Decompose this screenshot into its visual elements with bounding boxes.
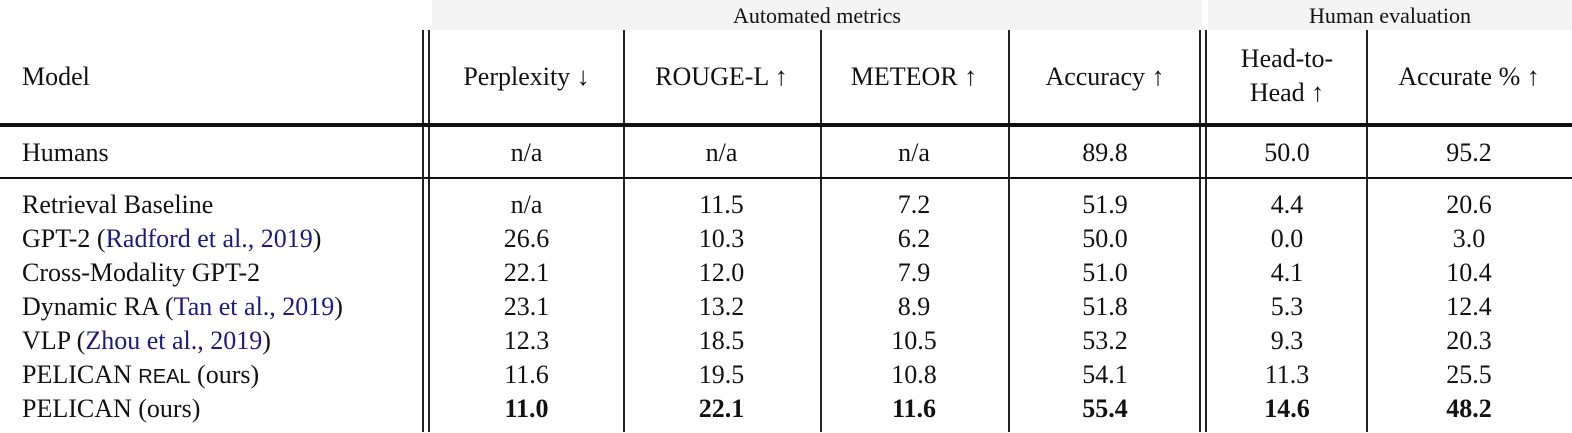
cell-value: 89.8 (1082, 138, 1128, 167)
model-variant: REAL (138, 366, 191, 388)
cell-value: 7.9 (897, 258, 931, 287)
model-name: PELICAN (22, 360, 139, 389)
column-divider (1205, 30, 1207, 432)
cell-value: 19.5 (698, 360, 745, 389)
cell-value: 10.4 (1446, 258, 1492, 287)
column-divider (1366, 30, 1368, 432)
cell-value: 11.5 (699, 190, 744, 219)
cell-value: 18.5 (698, 326, 745, 355)
citation-link[interactable]: Tan et al., 2019 (173, 292, 335, 321)
cell-value: 4.4 (1270, 190, 1304, 219)
row-model-name: PELICAN (ours) (22, 394, 200, 424)
model-name: Cross-Modality GPT-2 (22, 258, 261, 287)
cell-value: 13.2 (698, 292, 745, 321)
model-name: VLP ( (22, 326, 86, 355)
column-divider (422, 30, 424, 432)
cell-value: 11.6 (891, 394, 937, 423)
cell-value: 20.3 (1446, 326, 1492, 355)
cell-value: 55.4 (1082, 394, 1128, 423)
cell-value: 8.9 (897, 292, 931, 321)
header-meteor: METEOR ↑ (850, 62, 978, 91)
row-model-name: VLP (Zhou et al., 2019) (22, 326, 271, 356)
header-rule (0, 123, 1572, 127)
row-model-name: Retrieval Baseline (22, 190, 213, 220)
cell-value: 22.1 (698, 394, 745, 423)
citation-link[interactable]: Radford et al., 2019 (105, 224, 313, 253)
cell-value: 11.3 (1264, 360, 1310, 389)
cell-value: 14.6 (1264, 394, 1310, 423)
cell-value: 51.9 (1082, 190, 1128, 219)
group-automated-metrics: Automated metrics (732, 3, 901, 28)
cell-value: 3.0 (1452, 224, 1486, 253)
header-perplexity: Perplexity ↓ (463, 62, 590, 91)
header-accurate: Accurate % ↑ (1398, 62, 1540, 91)
cell-value: 48.2 (1446, 394, 1492, 423)
column-divider (1008, 30, 1010, 432)
row-model-name: PELICAN REAL (ours) (22, 360, 259, 392)
cell-value: 26.6 (503, 224, 550, 253)
cell-value: 25.5 (1446, 360, 1492, 389)
model-name: Retrieval Baseline (22, 190, 214, 219)
model-name: Dynamic RA ( (22, 292, 174, 321)
cell-value: 9.3 (1270, 326, 1304, 355)
header-model: Model (22, 62, 90, 91)
cell-value: 11.0 (504, 394, 549, 423)
cell-value: 4.1 (1270, 258, 1304, 287)
cell-value: 22.1 (503, 258, 550, 287)
model-suffix: ) (334, 292, 343, 321)
header-accuracy: Accuracy ↑ (1045, 62, 1165, 91)
automated-group-band (432, 0, 1202, 30)
cell-value: 20.6 (1446, 190, 1492, 219)
cell-value: 51.0 (1082, 258, 1128, 287)
cell-value: 51.8 (1082, 292, 1128, 321)
cell-value: 7.2 (897, 190, 931, 219)
cell-value: 50.0 (1082, 224, 1128, 253)
cell-value: n/a (898, 138, 930, 167)
column-divider (820, 30, 822, 432)
column-divider (428, 30, 430, 432)
row-model-name: Dynamic RA (Tan et al., 2019) (22, 292, 343, 322)
citation-link[interactable]: Zhou et al., 2019 (85, 326, 263, 355)
row-humans-model: Humans (22, 138, 109, 167)
cell-value: 12.0 (698, 258, 745, 287)
cell-value: 12.3 (503, 326, 550, 355)
cell-value: 10.3 (698, 224, 745, 253)
cell-value: 53.2 (1082, 326, 1128, 355)
model-suffix: (ours) (190, 360, 260, 389)
model-name: GPT-2 ( (22, 224, 106, 253)
header-rouge: ROUGE-L ↑ (655, 62, 788, 91)
row-model-name: GPT-2 (Radford et al., 2019) (22, 224, 321, 254)
header-head-to-head-line2: Head ↑ (1249, 78, 1325, 107)
cell-value: 23.1 (503, 292, 550, 321)
humans-rule (0, 177, 1572, 179)
column-divider (623, 30, 625, 432)
column-divider (1199, 30, 1201, 432)
cell-value: 54.1 (1082, 360, 1128, 389)
human-group-band (1208, 0, 1572, 30)
cell-value: n/a (510, 138, 543, 167)
cell-value: 0.0 (1270, 224, 1304, 253)
row-model-name: Cross-Modality GPT-2 (22, 258, 260, 288)
group-human-evaluation: Human evaluation (1309, 3, 1471, 28)
cell-value: 95.2 (1446, 138, 1492, 167)
model-suffix: ) (312, 224, 322, 253)
model-suffix: ) (262, 326, 271, 355)
model-name: PELICAN (ours) (22, 394, 201, 423)
cell-value: n/a (510, 190, 543, 219)
cell-value: 50.0 (1264, 138, 1310, 167)
cell-value: 6.2 (897, 224, 931, 253)
cell-value: 10.5 (891, 326, 937, 355)
cell-value: 12.4 (1446, 292, 1492, 321)
cell-value: 11.6 (504, 360, 549, 389)
header-head-to-head-line1: Head-to- (1240, 44, 1334, 73)
cell-value: n/a (705, 138, 738, 167)
cell-value: 10.8 (891, 360, 937, 389)
cell-value: 5.3 (1270, 292, 1304, 321)
